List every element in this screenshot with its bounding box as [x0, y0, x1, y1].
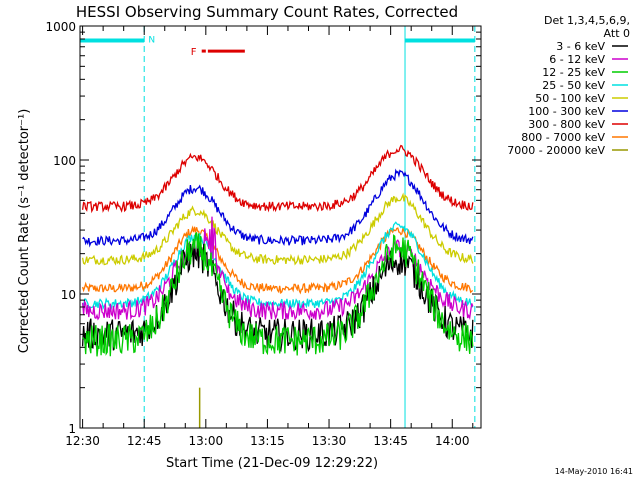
series-line [81, 144, 474, 214]
y-tick-label: 1000 [45, 20, 76, 34]
legend-header-line1: Det 1,3,4,5,6,9, [544, 14, 630, 27]
axes: 1 10 100 1000 12:30 12:45 13:00 13:15 13:30 13:45… [45, 20, 482, 448]
y-tick-label: 100 [53, 154, 76, 168]
x-axis-label: Start Time (21-Dec-09 12:29:22) [166, 456, 378, 471]
night-label: N [148, 35, 155, 45]
legend-label: 300 - 800 keV [528, 118, 605, 131]
series-line [82, 168, 474, 248]
series-line [81, 225, 474, 295]
x-tick-label: 13:45 [373, 434, 408, 448]
y-axis-label: Corrected Count Rate (s⁻¹ detector⁻¹) [17, 109, 32, 354]
x-tick-label: 14:00 [435, 434, 470, 448]
legend-label: 7000 - 20000 keV [507, 144, 605, 157]
x-tick-label: 13:30 [312, 434, 347, 448]
footer-date: 14-May-2010 16:41 [555, 467, 633, 476]
legend-header-line2: Att 0 [604, 27, 630, 40]
flare-label: F [191, 47, 197, 58]
x-tick-label: 13:00 [189, 434, 224, 448]
plot-frame [79, 25, 482, 429]
legend-label: 3 - 6 keV [556, 40, 605, 53]
chart-title: HESSI Observing Summary Count Rates, Cor… [76, 3, 458, 21]
x-tick-label: 12:45 [127, 434, 162, 448]
x-tick-label: 13:15 [250, 434, 285, 448]
legend-label: 800 - 7000 keV [521, 131, 605, 144]
legend-label: 12 - 25 keV [542, 66, 605, 79]
x-tick-label: 12:30 [65, 434, 100, 448]
series-line [82, 231, 474, 357]
y-tick-label: 10 [61, 288, 76, 302]
legend-label: 25 - 50 keV [542, 79, 605, 92]
y-tick-label: 1 [68, 422, 76, 436]
legend-label: 100 - 300 keV [528, 105, 605, 118]
series-line [81, 192, 474, 266]
legend-label: 6 - 12 keV [549, 53, 605, 66]
legend-label: 50 - 100 keV [535, 92, 605, 105]
